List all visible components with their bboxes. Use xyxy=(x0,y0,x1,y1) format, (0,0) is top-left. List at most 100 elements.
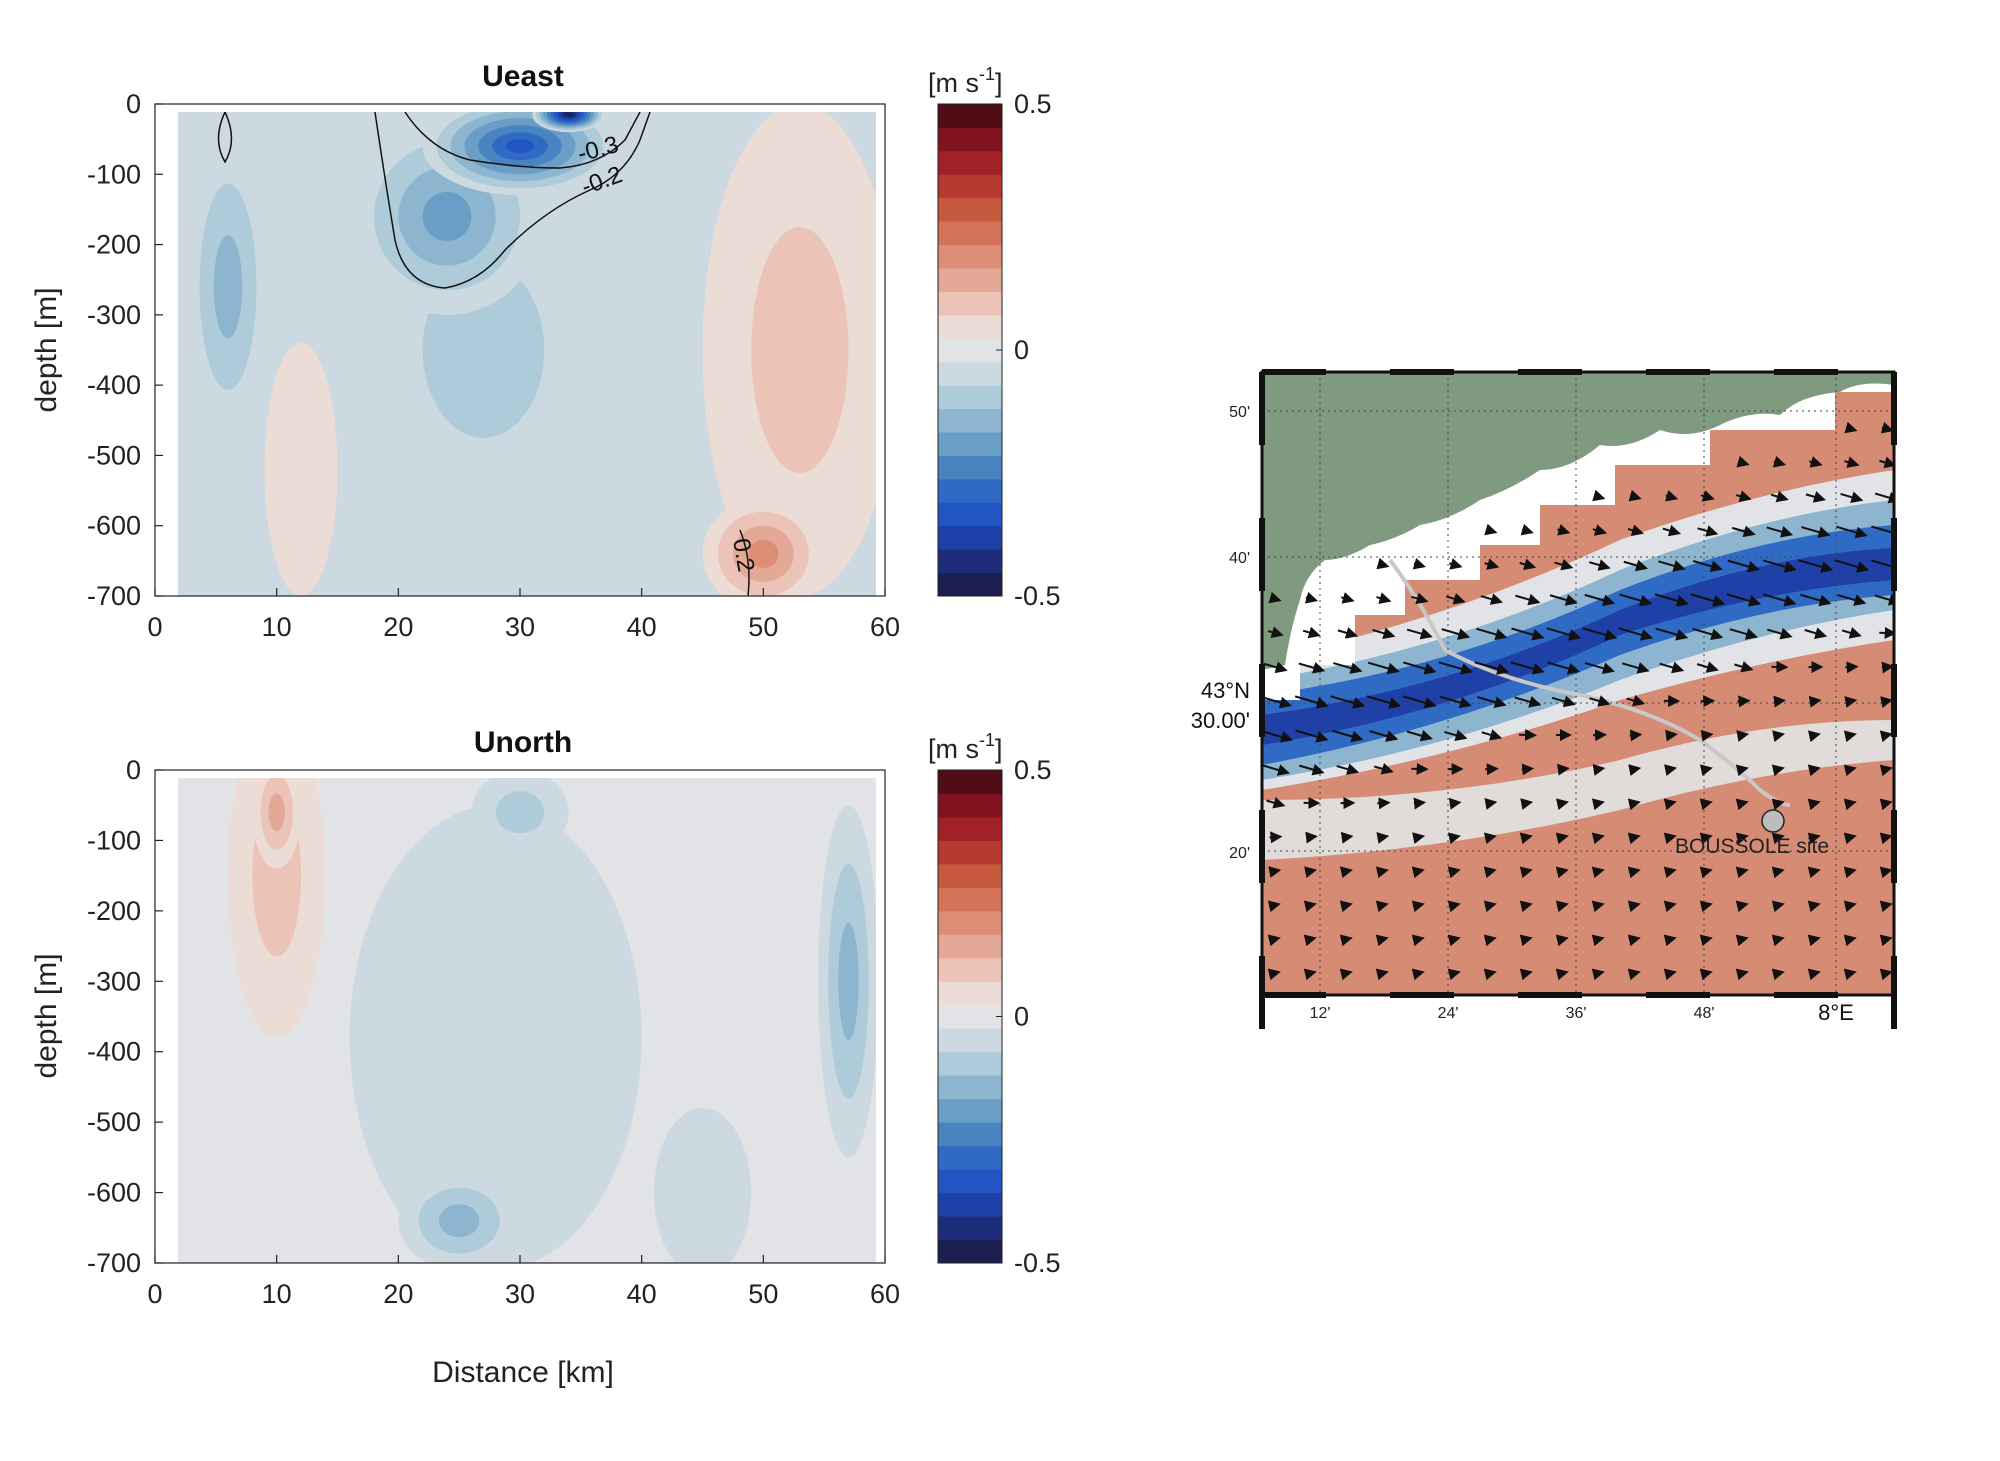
map-border-segment xyxy=(1518,369,1582,375)
current-arrow xyxy=(1665,729,1678,742)
colorbar-tick-label: 0.5 xyxy=(1014,755,1052,785)
current-arrow xyxy=(1592,729,1608,742)
map-border-segment xyxy=(1646,992,1710,998)
colorbar-swatch xyxy=(938,455,1002,480)
current-arrow xyxy=(1555,968,1569,981)
current-arrow xyxy=(1267,900,1281,913)
map-glider-track xyxy=(1388,558,1791,807)
current-arrow xyxy=(1592,489,1606,502)
current-arrow xyxy=(1589,695,1611,707)
colorbar-tick-label: -0.5 xyxy=(1014,581,1061,611)
current-arrow xyxy=(1267,968,1281,981)
current-arrow xyxy=(1448,797,1462,810)
current-arrow xyxy=(1697,525,1719,537)
current-arrow xyxy=(1665,489,1679,502)
colorbar-tick-label: 0 xyxy=(1014,1002,1029,1032)
current-arrow xyxy=(1303,900,1317,913)
field-level xyxy=(495,791,545,834)
panel-ueast: Ueast -0.3 -0.2 0.2 0-100-200-300-400-50… xyxy=(30,60,1061,642)
contour-line-plus02 xyxy=(739,529,750,596)
map-border-ticks xyxy=(1259,369,1897,1029)
current-arrow xyxy=(1441,628,1471,640)
map-border-segment xyxy=(1259,664,1265,737)
current-arrow xyxy=(1375,900,1389,913)
colorbar-swatch xyxy=(938,1004,1002,1029)
current-arrow xyxy=(1736,730,1750,742)
current-arrow xyxy=(1837,594,1867,606)
colorbar-swatch xyxy=(938,840,1002,865)
current-arrow xyxy=(1663,832,1677,845)
current-arrow xyxy=(1843,730,1857,743)
colorbar-swatch xyxy=(938,934,1002,959)
current-arrow xyxy=(1658,560,1686,572)
current-arrow xyxy=(1870,559,1894,573)
current-arrow xyxy=(1871,525,1894,539)
current-arrow xyxy=(1808,695,1822,708)
current-arrow xyxy=(1375,968,1389,981)
current-arrow xyxy=(1735,490,1752,502)
current-arrow xyxy=(1591,968,1605,981)
current-arrow xyxy=(1726,593,1762,607)
current-arrow xyxy=(1376,557,1390,570)
current-arrow xyxy=(1628,489,1642,502)
current-arrow xyxy=(1880,696,1894,709)
current-arrow xyxy=(1874,593,1894,606)
colorbar-swatch xyxy=(938,957,1002,982)
x-tick-label: 60 xyxy=(870,1279,900,1309)
current-arrow xyxy=(1518,728,1537,741)
current-arrow xyxy=(1445,592,1466,605)
colorbar-swatch xyxy=(938,478,1002,503)
map-border-segment xyxy=(1262,369,1326,375)
field-level xyxy=(506,139,534,154)
colorbar-swatch xyxy=(938,197,1002,222)
colorbar-swatch xyxy=(938,1122,1002,1147)
current-arrow xyxy=(1623,559,1649,572)
ueast-x-ticks: 0 10 20 30 40 50 60 xyxy=(147,588,900,642)
current-arrow xyxy=(1845,661,1859,674)
current-arrow xyxy=(1521,763,1535,776)
field-level xyxy=(751,227,849,473)
current-arrow xyxy=(1628,764,1642,776)
current-arrow xyxy=(1699,764,1713,777)
colorbar-swatch xyxy=(938,1169,1002,1194)
current-arrow xyxy=(1411,900,1425,913)
current-arrow xyxy=(1299,763,1325,776)
boussole-site-label: BOUSSOLE site xyxy=(1675,835,1829,858)
current-arrow xyxy=(1262,764,1290,776)
map-lon-label-12: 12' xyxy=(1310,1005,1331,1022)
x-tick-label: 20 xyxy=(383,1279,413,1309)
current-arrow xyxy=(1555,934,1569,947)
current-arrow xyxy=(1444,729,1468,742)
x-tick-label: 40 xyxy=(627,1279,657,1309)
current-arrow xyxy=(1734,660,1754,673)
colorbar-swatch xyxy=(938,291,1002,316)
unorth-colorbar: 0.5 0 -0.5 [m s-1] xyxy=(928,730,1061,1278)
map-lat-label-43n: 43°N xyxy=(1201,678,1250,703)
colorbar-swatch xyxy=(938,887,1002,912)
current-arrow xyxy=(1727,559,1760,573)
current-arrow xyxy=(1411,866,1425,879)
field-level xyxy=(349,805,642,1263)
current-arrow xyxy=(1798,559,1834,573)
current-arrow xyxy=(1484,523,1498,536)
map-lon-label-24: 24' xyxy=(1438,1005,1459,1022)
current-arrow xyxy=(1412,832,1426,845)
current-arrow xyxy=(1735,934,1749,947)
current-arrow xyxy=(1263,661,1288,674)
x-tick-label: 0 xyxy=(147,612,162,642)
field-level xyxy=(268,793,285,832)
x-tick-label: 30 xyxy=(505,612,535,642)
current-arrow xyxy=(1762,559,1797,573)
current-arrow xyxy=(1879,456,1894,469)
colorbar-swatch xyxy=(938,502,1002,527)
current-arrow xyxy=(1266,796,1286,809)
current-arrow xyxy=(1592,524,1608,536)
current-arrow xyxy=(1555,832,1569,845)
current-arrow xyxy=(1484,558,1500,570)
current-arrow xyxy=(1627,866,1641,879)
current-arrow xyxy=(1807,866,1821,879)
current-arrow xyxy=(1519,558,1537,571)
colorbar-swatch xyxy=(938,1192,1002,1217)
current-arrow xyxy=(1807,968,1821,981)
x-tick-label: 40 xyxy=(627,612,657,642)
